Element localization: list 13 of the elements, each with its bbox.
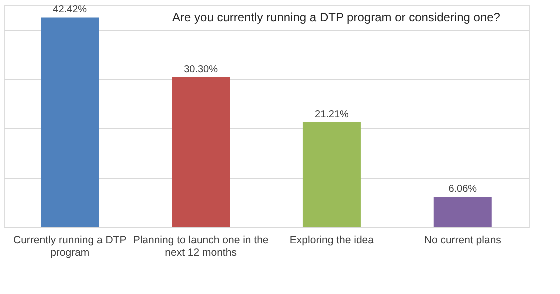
x-tick-label: Currently running a DTP program: [14, 234, 127, 259]
bar: [302, 122, 361, 227]
text: Are you currently running a DTP program or considering one?: [172, 10, 501, 25]
bar: [41, 18, 100, 227]
x-tick-label: Exploring the idea: [290, 234, 374, 246]
data-label: 30.30%: [184, 64, 218, 76]
data-label: 6.06%: [448, 184, 478, 196]
data-label: 21.21%: [315, 109, 350, 120]
x-tick-label: No current plans: [424, 234, 502, 246]
data-label: 42.42%: [53, 4, 88, 16]
bar: [434, 197, 492, 227]
x-tick-label: Planning to launch one in the next 12 months: [133, 234, 269, 259]
bar: [172, 78, 230, 227]
